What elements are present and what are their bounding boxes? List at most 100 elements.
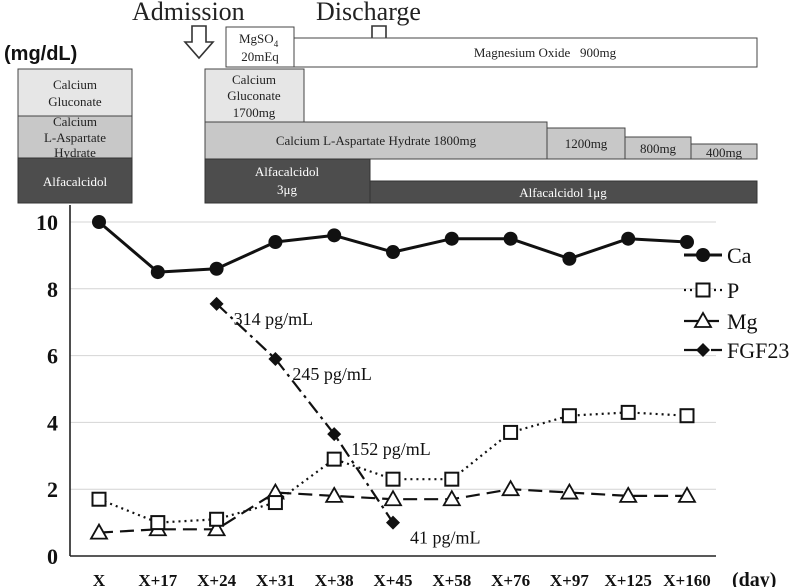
- point-ca-9: [621, 231, 636, 246]
- bar-pre-calcium-gluconate-line-2: Gluconate: [48, 94, 102, 109]
- bar-calcium-l-aspartate-1800: [204, 121, 548, 160]
- point-p-5: [385, 471, 401, 487]
- x-tick-label-7: X+76: [491, 571, 530, 587]
- point-p-2: [209, 511, 225, 527]
- point-mg-4: [324, 486, 344, 503]
- y-axis-unit-label: (mg/dL): [4, 43, 77, 65]
- point-mg-0: [89, 522, 109, 540]
- x-tick-label-8: X+97: [550, 571, 589, 587]
- y-tick-label-2: 2: [47, 477, 58, 502]
- y-tick-label-4: 4: [47, 410, 58, 435]
- bar-pre-alfacalcidol: [17, 157, 133, 204]
- point-p-8: [561, 408, 577, 424]
- x-tick-label-1: X+17: [138, 571, 177, 587]
- point-p-4: [326, 451, 342, 467]
- point-ca-8: [562, 251, 577, 266]
- bar-magnesium-oxide-label: Magnesium Oxide 900mg: [474, 45, 617, 60]
- point-ca-4: [327, 228, 342, 243]
- x-tick-label-3: X+31: [256, 571, 295, 587]
- annotation-1: 245 pg/mL: [292, 364, 372, 384]
- point-ca-5: [386, 245, 400, 260]
- point-p-3: [267, 495, 283, 511]
- bar-pre-alfacalcidol-line-1: Alfacalcidol: [43, 174, 108, 189]
- axes: 0 2 4 6 8 10 X X+17 X+24 X+31 X+38 X+45 X+58 X+76 X+97…: [36, 205, 716, 587]
- point-p-10: [679, 408, 695, 424]
- bar-alfacalcidol-3-line-1: Alfacalcidol: [255, 164, 320, 179]
- bar-mgso4-line-1: MgSO4: [239, 31, 279, 49]
- point-fgf23-4: [327, 427, 342, 442]
- point-mg-2: [207, 519, 227, 537]
- point-mg-5: [383, 489, 403, 507]
- bar-alfacalcidol-1: [369, 180, 758, 204]
- y-tick-label-8: 8: [47, 277, 58, 302]
- bar-calcium-gluconate-line-3: 1700mg: [233, 105, 276, 120]
- bar-pre-calcium-gluconate-line-1: Calcium: [53, 77, 97, 92]
- gridlines: [70, 221, 716, 490]
- legend-marker-p: [695, 282, 711, 298]
- bar-alfacalcidol-1-label: Alfacalcidol 1μg: [519, 185, 607, 200]
- discharge-label: Discharge: [316, 0, 421, 26]
- point-mg-9: [618, 486, 638, 503]
- point-ca-6: [444, 231, 459, 246]
- point-p-9: [620, 404, 636, 420]
- bar-magnesium-oxide: [293, 37, 758, 68]
- bar-calcium-l-aspartate-400-label: 400mg: [706, 145, 743, 160]
- bar-calcium-gluconate-line-1: Calcium: [232, 72, 276, 87]
- point-fgf23-3: [268, 351, 283, 366]
- bar-calcium-gluconate-line-2: Gluconate: [227, 88, 281, 103]
- y-tick-label-0: 0: [47, 544, 58, 569]
- y-tick-label-10: 10: [36, 210, 58, 235]
- legend-label-mg: Mg: [727, 309, 758, 334]
- x-tick-label-10: X+160: [663, 571, 710, 587]
- y-tick-label-6: 6: [47, 344, 58, 369]
- annotation-3: 41 pg/mL: [410, 528, 481, 548]
- point-p-0: [91, 491, 107, 507]
- point-p-1: [150, 515, 166, 531]
- legend-label-ca: Ca: [727, 243, 752, 268]
- x-tick-label-2: X+24: [197, 571, 236, 587]
- x-tick-label-0: X: [93, 571, 106, 587]
- bar-pre-calcium-l-aspartate-line-3: Hydrate: [54, 145, 96, 160]
- bar-mgso4: [225, 26, 295, 68]
- point-ca-2: [209, 261, 224, 276]
- admission-arrow-icon: [183, 25, 215, 60]
- bar-calcium-l-aspartate-800-label: 800mg: [640, 141, 677, 156]
- x-tick-label-9: X+125: [604, 571, 651, 587]
- point-mg-8: [559, 482, 579, 500]
- legend-marker-fgf23: [696, 343, 710, 357]
- point-ca-7: [503, 231, 518, 246]
- point-ca-0: [92, 215, 106, 229]
- point-mg-6: [442, 489, 462, 507]
- legend-label-fgf23: FGF23: [727, 338, 789, 363]
- bar-pre-calcium-gluconate: [17, 68, 133, 117]
- x-axis-unit-label: (day): [732, 569, 776, 587]
- bar-calcium-l-aspartate-400: [690, 143, 758, 160]
- legend: Ca P Mg FGF23: [684, 243, 789, 363]
- bar-calcium-gluconate: [204, 68, 305, 123]
- point-fgf23-2: [209, 296, 224, 311]
- bar-mgso4-line-2: 20mEq: [241, 49, 279, 64]
- bar-calcium-l-aspartate-1200-label: 1200mg: [565, 136, 608, 151]
- legend-marker-ca: [696, 248, 710, 262]
- point-mg-7: [501, 479, 521, 497]
- bar-calcium-l-aspartate-1800-label: Calcium L-Aspartate Hydrate 1800mg: [276, 133, 477, 148]
- annotations: 314 pg/mL 245 pg/mL 152 pg/mL 41 pg/mL: [234, 309, 481, 548]
- point-ca-1: [150, 265, 165, 280]
- bar-pre-calcium-l-aspartate-line-1: Calcium: [53, 114, 97, 129]
- point-fgf23-5: [386, 515, 400, 530]
- admission-label: Admission: [132, 0, 245, 26]
- x-tick-label-6: X+58: [432, 571, 471, 587]
- point-ca-3: [268, 235, 283, 250]
- bar-calcium-l-aspartate-1200: [546, 127, 626, 160]
- bar-mgso4-formula: MgSO: [239, 31, 274, 46]
- series-line-fgf23: [215, 302, 394, 524]
- point-mg-10: [677, 486, 697, 503]
- point-p-6: [444, 471, 460, 487]
- point-ca-10: [680, 235, 694, 250]
- legend-marker-mg: [693, 311, 713, 328]
- x-tick-label-4: X+38: [315, 571, 354, 587]
- x-tick-label-5: X+45: [374, 571, 413, 587]
- legend-label-p: P: [727, 278, 739, 303]
